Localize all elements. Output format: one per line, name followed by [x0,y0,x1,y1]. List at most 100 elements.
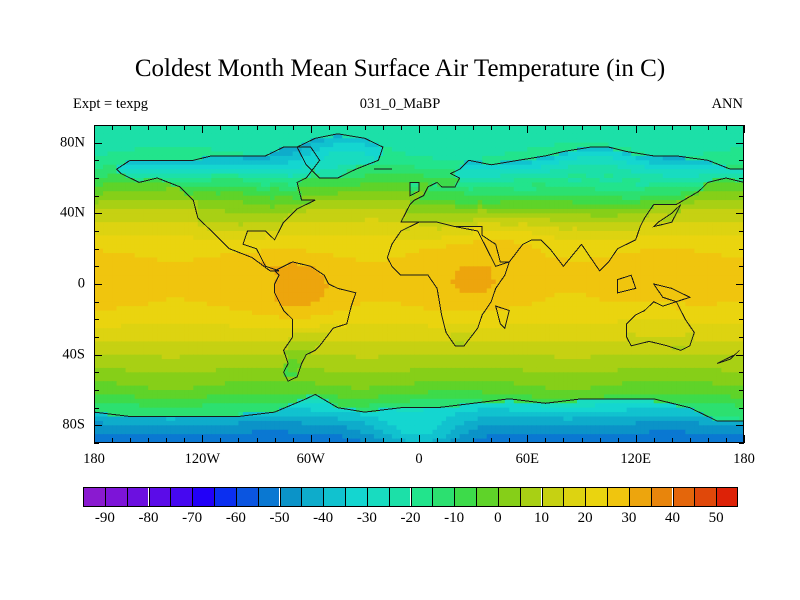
x-axis-tick [148,438,150,443]
colorbar-swatch [432,487,455,507]
colorbar-swatch [650,487,673,507]
y-axis-tick [739,195,744,197]
colorbar-tick-label: -90 [94,510,115,526]
y-axis-tick [94,231,99,232]
x-axis-label: 180 [733,451,755,467]
colorbar-tick-label: -50 [269,510,290,526]
x-axis-tick [455,125,457,130]
x-axis-tick [473,125,475,130]
x-axis-tick [707,438,709,443]
y-axis-tick [739,125,744,126]
x-axis-label: 180 [83,451,105,467]
y-axis-label: 0 [77,275,85,292]
y-axis-tick [94,213,102,215]
x-axis-tick [419,435,420,443]
colorbar-swatch [257,487,280,507]
colorbar-swatch [454,487,476,507]
x-axis-tick [419,125,420,133]
colorbar-swatch [694,487,717,507]
colorbar-tick-label: -80 [138,510,159,526]
y-axis-tick [739,178,744,179]
colorbar-swatch [519,487,542,507]
y-axis-tick [739,301,744,303]
y-axis-label: 40S [62,346,85,363]
y-axis-tick [94,425,102,427]
x-axis-tick [382,125,384,130]
x-axis-tick [653,125,655,130]
colorbar-swatch [716,487,738,507]
x-axis-tick [545,438,547,443]
colorbar-tick-label: 50 [708,510,724,526]
colorbar-swatch [104,487,127,507]
x-axis-tick [509,125,511,130]
x-axis-label: 120W [184,451,221,467]
y-axis-label: 80N [60,134,85,151]
x-axis-tick [310,435,312,443]
x-axis-tick [166,438,168,443]
x-axis-tick [94,125,95,133]
map-plot-area [94,125,745,444]
colorbar-swatch [345,487,367,507]
colorbar-tick-label: 10 [534,510,549,526]
x-axis-tick [635,125,637,133]
y-axis-tick [739,266,744,268]
x-axis-tick [527,435,529,443]
experiment-label: Expt = texpg [73,96,149,112]
x-axis-label: 120E [620,451,651,467]
x-axis-tick [148,125,150,130]
x-axis-tick [545,125,547,130]
y-axis-tick [736,425,744,427]
colorbar-swatch [628,487,651,507]
x-axis-tick [346,438,348,443]
colorbar-tick-label: 20 [577,510,593,526]
x-axis-tick [725,438,727,443]
y-axis-tick [94,407,99,409]
x-axis-tick [202,435,204,443]
colorbar-swatch [323,487,345,507]
colorbar-swatch [410,487,433,507]
y-axis-tick [736,213,744,215]
x-axis-tick [202,125,204,133]
y-axis-tick [739,407,744,409]
x-axis-tick [220,125,222,130]
x-axis-tick [473,438,475,443]
colorbar-swatch [235,487,258,507]
x-axis-tick [310,125,312,133]
x-axis-tick [292,438,294,443]
y-axis-tick [739,372,744,374]
y-axis-tick [739,231,744,232]
x-axis-tick [94,435,95,443]
y-axis-tick [94,195,99,197]
x-axis-tick [328,125,330,130]
temperature-field [94,125,744,443]
y-axis-tick [94,354,102,356]
x-axis-tick [563,438,565,443]
y-axis-tick [94,125,99,126]
x-axis-tick [509,438,511,443]
x-axis-tick [617,438,619,443]
y-axis-tick [94,390,99,391]
colorbar-swatch [214,487,236,507]
x-axis-tick [400,438,402,443]
x-axis-tick [635,435,637,443]
x-axis-tick [744,125,745,133]
colorbar-tick-label: 0 [494,510,502,526]
y-axis-tick [739,337,744,338]
x-axis-tick [599,125,601,130]
y-axis-tick [739,160,744,162]
colorbar-swatch [301,487,324,507]
x-axis-tick [112,125,114,130]
x-axis-tick [437,125,439,130]
y-axis-tick [736,284,744,285]
x-axis-tick [238,125,240,130]
season-label: ANN [711,96,743,112]
x-axis-tick [256,438,258,443]
colorbar-tick-label: 30 [621,510,637,526]
colorbar [83,487,738,507]
y-axis-tick [739,319,744,321]
colorbar-swatch [672,487,695,507]
x-axis-tick [581,125,583,130]
colorbar-swatch [279,487,302,507]
colorbar-swatch [476,487,498,507]
